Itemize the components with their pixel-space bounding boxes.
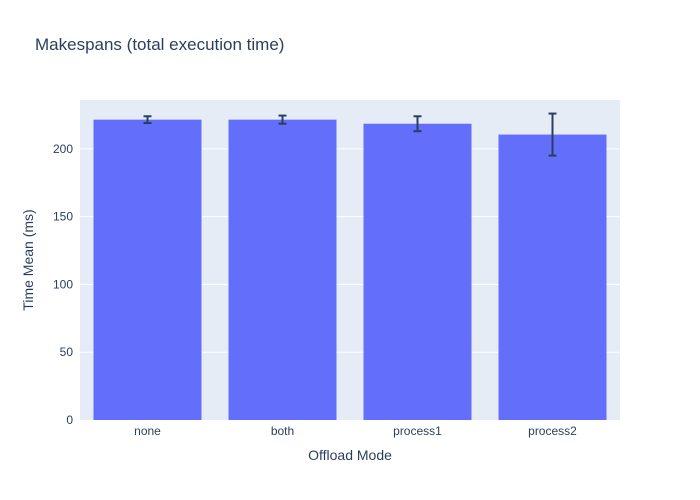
- error-bar-none: [143, 115, 152, 125]
- bar-none: [93, 119, 202, 421]
- x-tick-label-both: both: [271, 424, 294, 438]
- error-bars: [143, 112, 557, 157]
- y-tick-label: 100: [53, 277, 73, 291]
- error-bar-process1: [413, 115, 422, 133]
- x-tick-label-none: none: [134, 424, 161, 438]
- error-bar-process2: [548, 112, 557, 157]
- y-axis-ticks: 0 50 100 150 200: [53, 142, 73, 427]
- bar-process2: [498, 134, 607, 420]
- y-tick-label: 50: [60, 345, 74, 359]
- y-tick-label: 200: [53, 142, 73, 156]
- bars: [93, 119, 607, 421]
- x-axis-ticks: none both process1 process2: [134, 424, 577, 438]
- y-tick-label: 0: [66, 413, 73, 427]
- y-tick-label: 150: [53, 210, 73, 224]
- chart-title: Makespans (total execution time): [35, 35, 284, 54]
- x-tick-label-process1: process1: [393, 424, 442, 438]
- x-tick-label-process2: process2: [528, 424, 577, 438]
- x-axis-title: Offload Mode: [308, 447, 392, 463]
- bar-both: [228, 119, 337, 421]
- error-bar-both: [278, 114, 287, 125]
- bar-process1: [363, 123, 472, 420]
- y-axis-title: Time Mean (ms): [20, 209, 36, 310]
